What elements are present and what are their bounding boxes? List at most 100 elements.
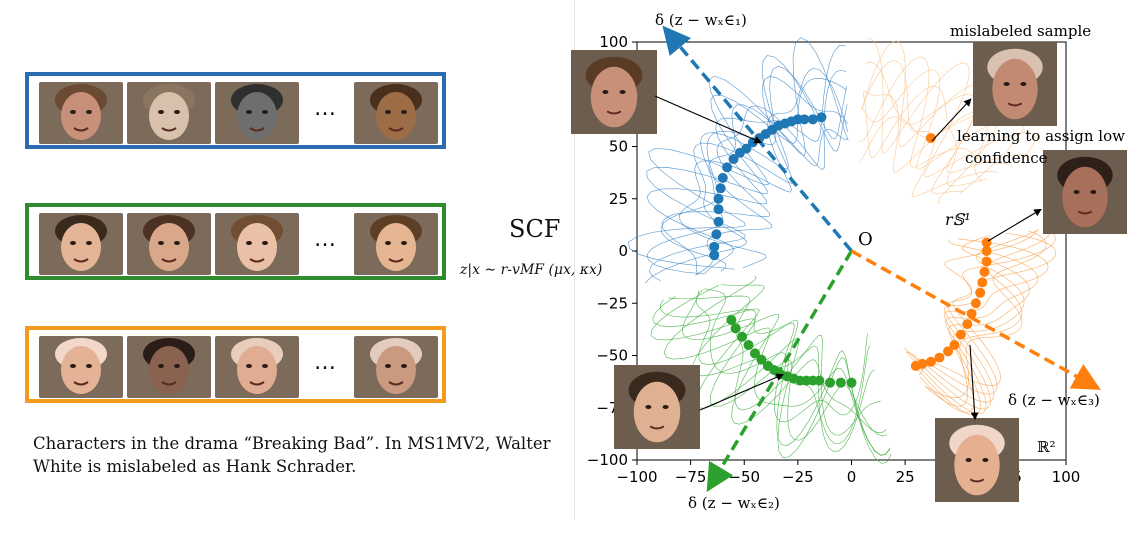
face-thumbnail — [127, 336, 211, 398]
orange-upper-curves-line — [862, 89, 991, 183]
x-tick-label: 25 — [896, 468, 915, 486]
orange-point — [962, 319, 973, 330]
y-tick-label: 25 — [609, 190, 628, 208]
face-thumbnail — [215, 82, 299, 144]
blue-point — [709, 241, 720, 252]
orange-upper-curves-line — [861, 40, 1030, 174]
group-box-orange: … — [25, 326, 446, 403]
face-thumbnail — [215, 213, 299, 275]
figure-caption: Characters in the drama “Breaking Bad”. … — [33, 434, 551, 476]
green-point — [749, 348, 760, 359]
arrow-green — [706, 250, 853, 492]
orange-point — [975, 287, 986, 298]
space-label: ℝ² — [1037, 438, 1055, 456]
green-point — [743, 340, 754, 351]
group-box-blue: … — [25, 72, 446, 149]
x-tick-label: 100 — [1052, 468, 1081, 486]
orange-point — [943, 346, 954, 357]
x-tick-label: −25 — [782, 468, 814, 486]
origin-label: O — [858, 229, 873, 250]
blue-point — [816, 112, 827, 123]
green-density-curves-line — [663, 275, 891, 456]
blue-density-curves-line — [646, 45, 846, 275]
blue-point — [711, 229, 722, 240]
w3-arrow-label: δ (z − wₓ∈₃) — [1008, 391, 1100, 409]
orange-upper-curves-line — [861, 60, 999, 197]
green-point — [737, 331, 748, 342]
green-density-curves-line — [704, 288, 892, 464]
green-density-curves-line — [682, 290, 887, 433]
green-density-curves-line — [668, 295, 881, 436]
face-thumbnail — [39, 82, 123, 144]
blue-point — [799, 114, 810, 125]
scf-label: SCF — [509, 215, 561, 243]
orange-point — [955, 329, 966, 340]
blue-density-curves — [628, 37, 849, 284]
orange-density-curves-line — [912, 234, 1030, 416]
orange-upper-curves-line — [862, 85, 987, 187]
blue-density-curves-line — [646, 55, 848, 275]
blue-density-curves-line — [628, 37, 849, 270]
face-thumbnail — [354, 82, 438, 144]
blue-point — [713, 216, 724, 227]
figure-divider — [574, 0, 575, 520]
orange-point — [981, 256, 992, 267]
blue-density-curves-line — [660, 65, 847, 272]
face-thumbnail — [127, 213, 211, 275]
blue-point — [807, 114, 818, 125]
face-inset-low-confidence — [1043, 150, 1127, 234]
orange-point — [977, 277, 988, 288]
blue-density-curves-line — [661, 69, 847, 276]
connector-arrow — [987, 208, 1042, 242]
orange-point — [934, 352, 945, 363]
y-tick-label: 100 — [599, 33, 628, 51]
blue-point — [741, 143, 752, 154]
orange-point — [925, 356, 936, 367]
green-point — [814, 375, 825, 386]
face-inset-orange — [935, 418, 1019, 502]
face-inset-blue — [571, 50, 657, 134]
orange-density-curves-line — [906, 232, 1057, 403]
x-tick-label: −75 — [675, 468, 707, 486]
face-thumbnail — [39, 213, 123, 275]
orange-point — [970, 298, 981, 309]
face-thumbnail — [39, 336, 123, 398]
blue-density-curves-line — [644, 75, 848, 284]
ellipsis-text: … — [314, 96, 336, 121]
blue-point — [717, 172, 728, 183]
face-inset-mislabeled — [973, 42, 1057, 126]
connector-arrow — [699, 373, 785, 411]
green-density-curves-line — [695, 288, 871, 445]
green-point — [756, 354, 767, 365]
connector-arrow — [931, 98, 972, 142]
green-density-curves-line — [652, 296, 891, 458]
orange-point — [949, 340, 960, 351]
orange-upper-curves-line — [857, 94, 977, 194]
green-point — [835, 377, 846, 388]
y-tick-label: 50 — [609, 138, 628, 156]
x-tick-label: −50 — [728, 468, 760, 486]
orange-point — [925, 133, 936, 144]
face-thumbnail — [354, 336, 438, 398]
green-point — [825, 377, 836, 388]
orange-upper-curves-line — [866, 38, 1036, 178]
w1-arrow-label: δ (z − wₓ∈₁) — [655, 11, 747, 29]
orange-density-curves-line — [925, 230, 1047, 398]
orange-point — [910, 360, 921, 371]
orange-point — [981, 246, 992, 256]
blue-density-curves-line — [646, 77, 847, 282]
blue-point — [728, 154, 739, 165]
x-tick-label: −100 — [616, 468, 657, 486]
blue-point — [715, 183, 726, 194]
y-tick-label: 0 — [618, 242, 628, 260]
green-point — [846, 377, 857, 388]
ellipsis-text: … — [314, 227, 336, 252]
face-thumbnail — [354, 213, 438, 275]
x-tick-label: 0 — [847, 468, 857, 486]
orange-point — [979, 266, 990, 277]
ellipsis-text: … — [314, 350, 336, 375]
face-inset-green — [614, 365, 700, 449]
orange-upper-curves-line — [859, 56, 1013, 168]
mislabeled-label: mislabeled sample — [950, 22, 1091, 40]
